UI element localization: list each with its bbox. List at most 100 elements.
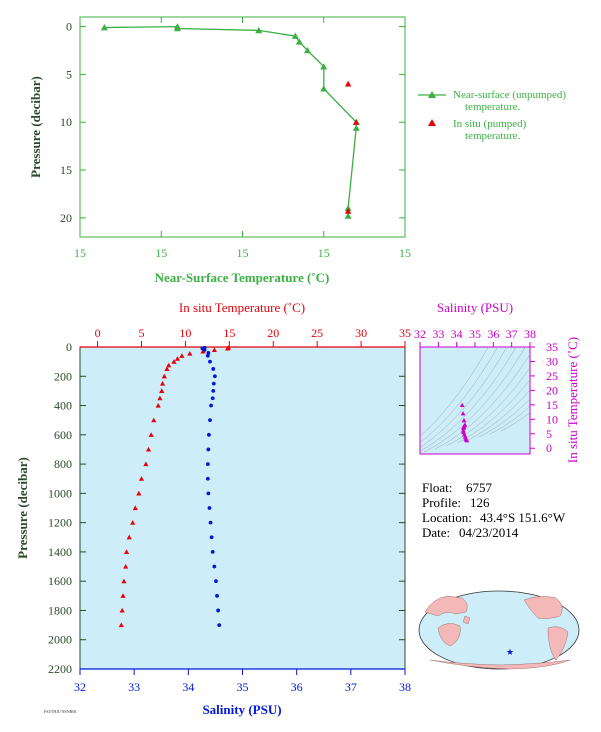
ts-x-tick-label: 35 [469,327,481,341]
near-surface-x-tick-label: 15 [237,246,249,260]
legend-label-in-situ-2: temperature. [465,130,521,142]
profile-y-tick-label: 400 [54,399,72,413]
temperature-point [200,348,206,354]
map-land-islands [462,615,471,625]
profile-label: Profile: [422,495,461,510]
legend-marker-near-surface [428,91,436,98]
profile-y-tick-label: 1400 [48,545,72,559]
profile-temperature-label: In situ Temperature (˚C) [179,300,305,315]
salinity-point [205,476,210,481]
temperature-point [138,476,145,481]
profile-series [118,345,232,628]
legend-label-in-situ: In situ (pumped) [453,118,527,130]
ts-x-tick-label: 34 [451,327,463,341]
near-surface-point [344,204,352,212]
near-surface-x-tick-label: 15 [318,246,330,260]
ts-points [459,402,470,443]
profile-temp-tick-label: 5 [138,326,144,340]
near-surface-chart: 0 5 10 15 20 15 15 15 15 15 Near-Surface Tempera… [28,16,566,285]
ts-y-tick-label: 10 [546,412,558,426]
date-value: 04/23/2014 [459,525,519,540]
in-situ-point [344,207,352,214]
near-surface-x-tick-label: 15 [74,246,86,260]
profile-sal-tick-label: 33 [128,680,140,694]
temperature-point [145,446,152,452]
temperature-point [136,490,142,496]
ts-point [461,418,467,423]
profile-temp-tick-label: 20 [267,326,279,340]
profile-value: 126 [470,495,490,510]
ts-x-tick-label: 33 [432,327,444,341]
temperature-point [224,345,231,351]
profile-y-tick-label: 2000 [48,633,72,647]
profile-temperature-axis: 0 5 10 15 20 25 30 35 [80,326,411,348]
profile-sal-tick-label: 36 [291,680,303,694]
salinity-point [205,462,210,466]
density-contour [420,347,498,443]
temperature-point [211,347,217,353]
temperature-point [121,578,127,584]
near-surface-series [100,23,360,219]
profile-y-tick-label: 0 [66,340,72,354]
near-surface-x-axis: 15 15 15 15 15 [74,17,411,260]
profile-y-tick-label: 200 [54,369,72,383]
near-surface-point [344,212,352,219]
legend-marker-in-situ [428,119,436,126]
profile-pressure-axis: 0 200 400 600 800 1000 1200 1400 1600 1800 2000 220… [48,340,405,676]
ts-x-tick-label: 32 [414,327,426,341]
density-contour [420,347,508,448]
density-contour [445,367,530,447]
profile-sal-tick-label: 34 [182,680,194,694]
temperature-point [157,395,163,401]
temperature-point [174,356,181,361]
temperature-point [159,388,165,393]
float-label: Float: [422,480,452,495]
ts-point [464,438,470,443]
profile-temp-tick-label: 10 [179,326,191,340]
ts-point [459,402,465,408]
temperature-point [123,549,130,554]
temperature-point [155,402,161,408]
near-surface-point [255,26,263,34]
temperature-point [118,622,124,628]
ts-x-tick-label: 37 [506,327,518,341]
near-surface-y-tick-label: 20 [60,211,72,225]
near-surface-y-tick-label: 5 [66,67,72,81]
near-surface-point [320,85,328,92]
salinity-point [206,447,211,452]
profile-sal-tick-label: 37 [345,680,357,694]
profile-sal-tick-label: 38 [399,680,411,694]
map-land-asia [424,595,468,617]
near-surface-x-label: Near-Surface Temperature (˚C) [155,270,330,285]
profile-temp-tick-label: 30 [355,326,367,340]
density-contour [456,379,530,444]
profile-temp-tick-label: 0 [95,326,101,340]
temperature-point [161,373,167,379]
near-surface-legend: Near-surface (unpumped) temperature. In … [418,89,566,142]
profile-y-tick-label: 1000 [48,486,72,500]
salinity-point [208,359,212,364]
profile-y-tick-label: 600 [54,428,72,442]
temperature-point [120,593,126,598]
salinity-point [212,564,217,569]
salinity-point [211,381,216,386]
profile-y-tick-label: 2200 [48,662,72,676]
temperature-point [119,607,125,613]
near-surface-line [104,25,357,216]
ts-point [461,425,466,431]
salinity-point [211,389,216,393]
salinity-point [208,418,212,423]
ts-temperature-label: In situ Temperature (˚C) [565,337,580,463]
ts-plot-area [419,346,531,455]
near-surface-point [352,124,360,131]
profile-sal-tick-label: 32 [74,680,86,694]
near-surface-point [291,32,299,39]
ts-y-tick-label: 20 [546,383,558,397]
profile-salinity-axis: 32 33 34 35 36 37 38 [74,668,411,694]
salinity-point [214,579,218,584]
near-surface-y-axis: 0 5 10 15 20 [60,20,405,225]
near-surface-point [100,24,108,31]
temperature-point [166,362,172,368]
density-contour [489,405,530,435]
density-contour [478,398,530,438]
